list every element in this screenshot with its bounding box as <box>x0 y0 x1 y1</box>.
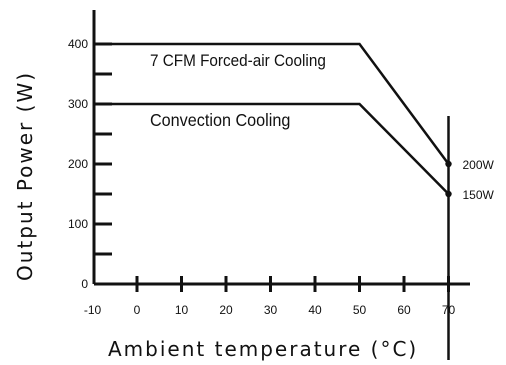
end-point-label: 200W <box>463 158 495 172</box>
x-tick-label: 0 <box>134 303 141 317</box>
y-tick-label: 0 <box>81 277 88 291</box>
x-tick-label: 20 <box>219 303 233 317</box>
series-label: 7 CFM Forced-air Cooling <box>150 51 326 70</box>
x-tick-label: 60 <box>397 303 411 317</box>
x-axis-title: Ambient temperature (°C) <box>108 337 418 361</box>
y-tick-label: 200 <box>68 157 88 171</box>
x-tick-label: 70 <box>442 303 456 317</box>
x-tick-label: 30 <box>264 303 278 317</box>
y-tick-label: 100 <box>68 217 88 231</box>
x-tick-label: 50 <box>353 303 367 317</box>
series-line <box>92 102 450 195</box>
end-point-marker <box>445 190 452 198</box>
end-point-marker <box>445 160 452 168</box>
series-line <box>92 42 450 165</box>
x-tick-label: -10 <box>84 303 102 317</box>
y-axis-title: Output Power (W) <box>13 71 37 281</box>
y-tick-label: 300 <box>68 97 88 111</box>
y-tick-label: 400 <box>68 37 88 51</box>
x-tick-label: 10 <box>175 303 189 317</box>
ticks: 0 100 200 300 400 -10 0 10 20 30 40 50 60 70 <box>68 37 456 317</box>
series-lines: 7 CFM Forced-air Cooling Convection Cooli… <box>92 42 450 195</box>
markers: 200W 150W <box>445 158 495 202</box>
axes <box>92 10 470 360</box>
end-point-label: 150W <box>463 188 495 202</box>
x-tick-label: 40 <box>308 303 322 317</box>
series-label: Convection Cooling <box>150 110 290 130</box>
